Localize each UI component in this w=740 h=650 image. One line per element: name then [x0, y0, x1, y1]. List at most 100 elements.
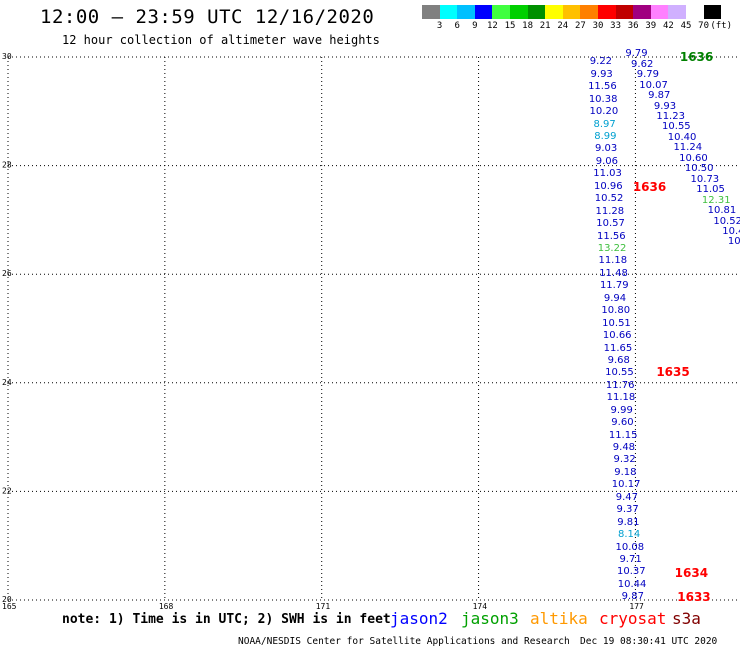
page-title: 12:00 – 23:59 UTC 12/16/2020: [40, 6, 375, 28]
pass-time-label: 1635: [656, 364, 690, 379]
color-legend-ticks: 3 6 9 12 15 18 21 24 27 30 33 36 39 42 45 70 (ft): [422, 21, 732, 33]
track-a-value: 9.18: [614, 466, 637, 478]
satellite-jason2: jason2: [390, 609, 448, 628]
lat-label: 24: [2, 378, 12, 387]
lon-label: 171: [316, 602, 331, 611]
page-subtitle: 12 hour collection of altimeter wave hei…: [62, 33, 380, 47]
track-a-value: 10.38: [588, 93, 618, 105]
track-a-value: 9.71: [619, 553, 642, 565]
lat-label: 30: [2, 52, 12, 61]
track-a-value: 9.37: [616, 504, 639, 516]
track-a-value: 11.15: [608, 429, 638, 441]
legend-tick-label: 15: [504, 21, 516, 31]
legend-tick-label: 36: [627, 21, 639, 31]
track-a-value: 10.20: [589, 106, 619, 118]
track-b-value: 12.31: [701, 194, 731, 206]
track-a-value: 10.80: [601, 305, 631, 317]
track-b-value: 10.52: [713, 215, 740, 227]
lat-label: 26: [2, 269, 12, 278]
track-a-value: 9.87: [621, 591, 644, 603]
track-a-value: 8.97: [593, 118, 616, 130]
lat-label: 22: [2, 486, 12, 495]
track-a-value: 11.65: [603, 342, 633, 354]
track-b-value: 10.50: [684, 163, 714, 175]
track-a-value: 9.48: [612, 442, 636, 454]
legend-swatch: [597, 5, 616, 19]
legend-tick-label: 27: [574, 21, 586, 31]
track-a-value: 9.99: [610, 404, 633, 416]
legend-swatch: [527, 5, 546, 19]
track-a-value: 10.08: [615, 541, 645, 553]
track-b-value: 11.23: [656, 111, 685, 122]
track-a-value: 10.52: [594, 193, 624, 205]
track-a-value: 9.60: [611, 417, 634, 429]
track-a-value: 9.94: [603, 292, 627, 304]
track-b-value: 9.62: [631, 58, 654, 70]
track-a-value: 11.79: [599, 280, 629, 292]
legend-swatch: [685, 5, 704, 19]
legend-tick-label: 9: [472, 21, 478, 31]
satellite-s3a: s3a: [672, 609, 701, 628]
legend-tick-label: 3: [436, 21, 443, 31]
pass-time-label: 1636: [679, 50, 714, 64]
legend-swatch: [562, 5, 581, 19]
track-b-value: 10.55: [662, 121, 691, 133]
satellite-cryosat: cryosat: [599, 609, 667, 628]
track-b-value: 10.4: [722, 225, 740, 237]
track-a-value: 8.99: [594, 131, 617, 143]
track-b-value: 9.79: [625, 48, 648, 60]
legend-tick-label: 70: [698, 21, 710, 31]
lon-label: 168: [159, 602, 174, 611]
track-b-value: 10.73: [690, 173, 720, 185]
lat-label: 20: [2, 595, 12, 604]
track-b-value: 9.93: [653, 100, 677, 112]
track-a-value: 9.06: [595, 155, 618, 167]
pass-time-label: 1636: [632, 180, 667, 195]
track-b-value: 10.07: [639, 79, 668, 91]
legend-tick-label: 18: [522, 21, 534, 31]
track-a-value: 8.14: [617, 529, 641, 541]
units-note: note: 1) Time is in UTC; 2) SWH is in fe…: [62, 612, 391, 627]
track-a-value: 10.55: [605, 367, 634, 379]
track-b-value: 10.60: [679, 152, 708, 164]
legend-swatch: [615, 5, 634, 19]
track-a-value: 10.51: [602, 317, 631, 329]
track-a-value: 10.17: [611, 479, 641, 491]
track-a-value: 10.37: [617, 566, 646, 578]
track-a-value: 13.22: [597, 243, 627, 254]
legend-swatch: [650, 5, 669, 19]
pass-time-label: 1634: [674, 565, 709, 580]
track-a-value: 10.57: [596, 218, 625, 230]
track-a-value: 11.18: [606, 392, 636, 404]
lat-label: 28: [2, 161, 12, 170]
legend-tick-label: 39: [645, 21, 657, 31]
legend-swatch: [474, 5, 493, 19]
track-a-value: 9.03: [594, 143, 618, 155]
legend-tick-label: 21: [539, 21, 551, 31]
track-a-value: 10.96: [594, 180, 623, 192]
legend-swatch: [422, 5, 440, 19]
legend-swatch: [633, 5, 651, 19]
track-b-value: 10.40: [667, 131, 697, 143]
legend-swatch: [703, 5, 722, 19]
legend-swatch: [439, 5, 458, 19]
legend-tick-label: 45: [680, 21, 692, 31]
legend-tick-label: 6: [454, 21, 460, 31]
legend-swatch: [457, 5, 475, 19]
legend-tick-label: 42: [662, 21, 674, 31]
track-a-value: 9.93: [590, 68, 613, 80]
track-a-value: 11.28: [595, 205, 625, 217]
track-b-value: 10.81: [707, 205, 737, 217]
track-a-value: 9.32: [613, 454, 636, 466]
footer-credit: NOAA/NESDIS Center for Satellite Applica…: [238, 636, 570, 647]
satellite-jason3: jason3: [461, 609, 519, 628]
satellite-altika: altika: [530, 609, 588, 628]
legend-tick-label: 24: [557, 21, 569, 31]
pass-time-label: 1633: [677, 590, 711, 605]
legend-swatch: [580, 5, 598, 19]
track-a-value: 11.03: [593, 168, 622, 180]
footer-timestamp: Dec 19 08:30:41 UTC 2020: [580, 636, 718, 647]
track-b-value: 9.79: [636, 69, 659, 81]
track-a-value: 9.81: [617, 516, 640, 528]
